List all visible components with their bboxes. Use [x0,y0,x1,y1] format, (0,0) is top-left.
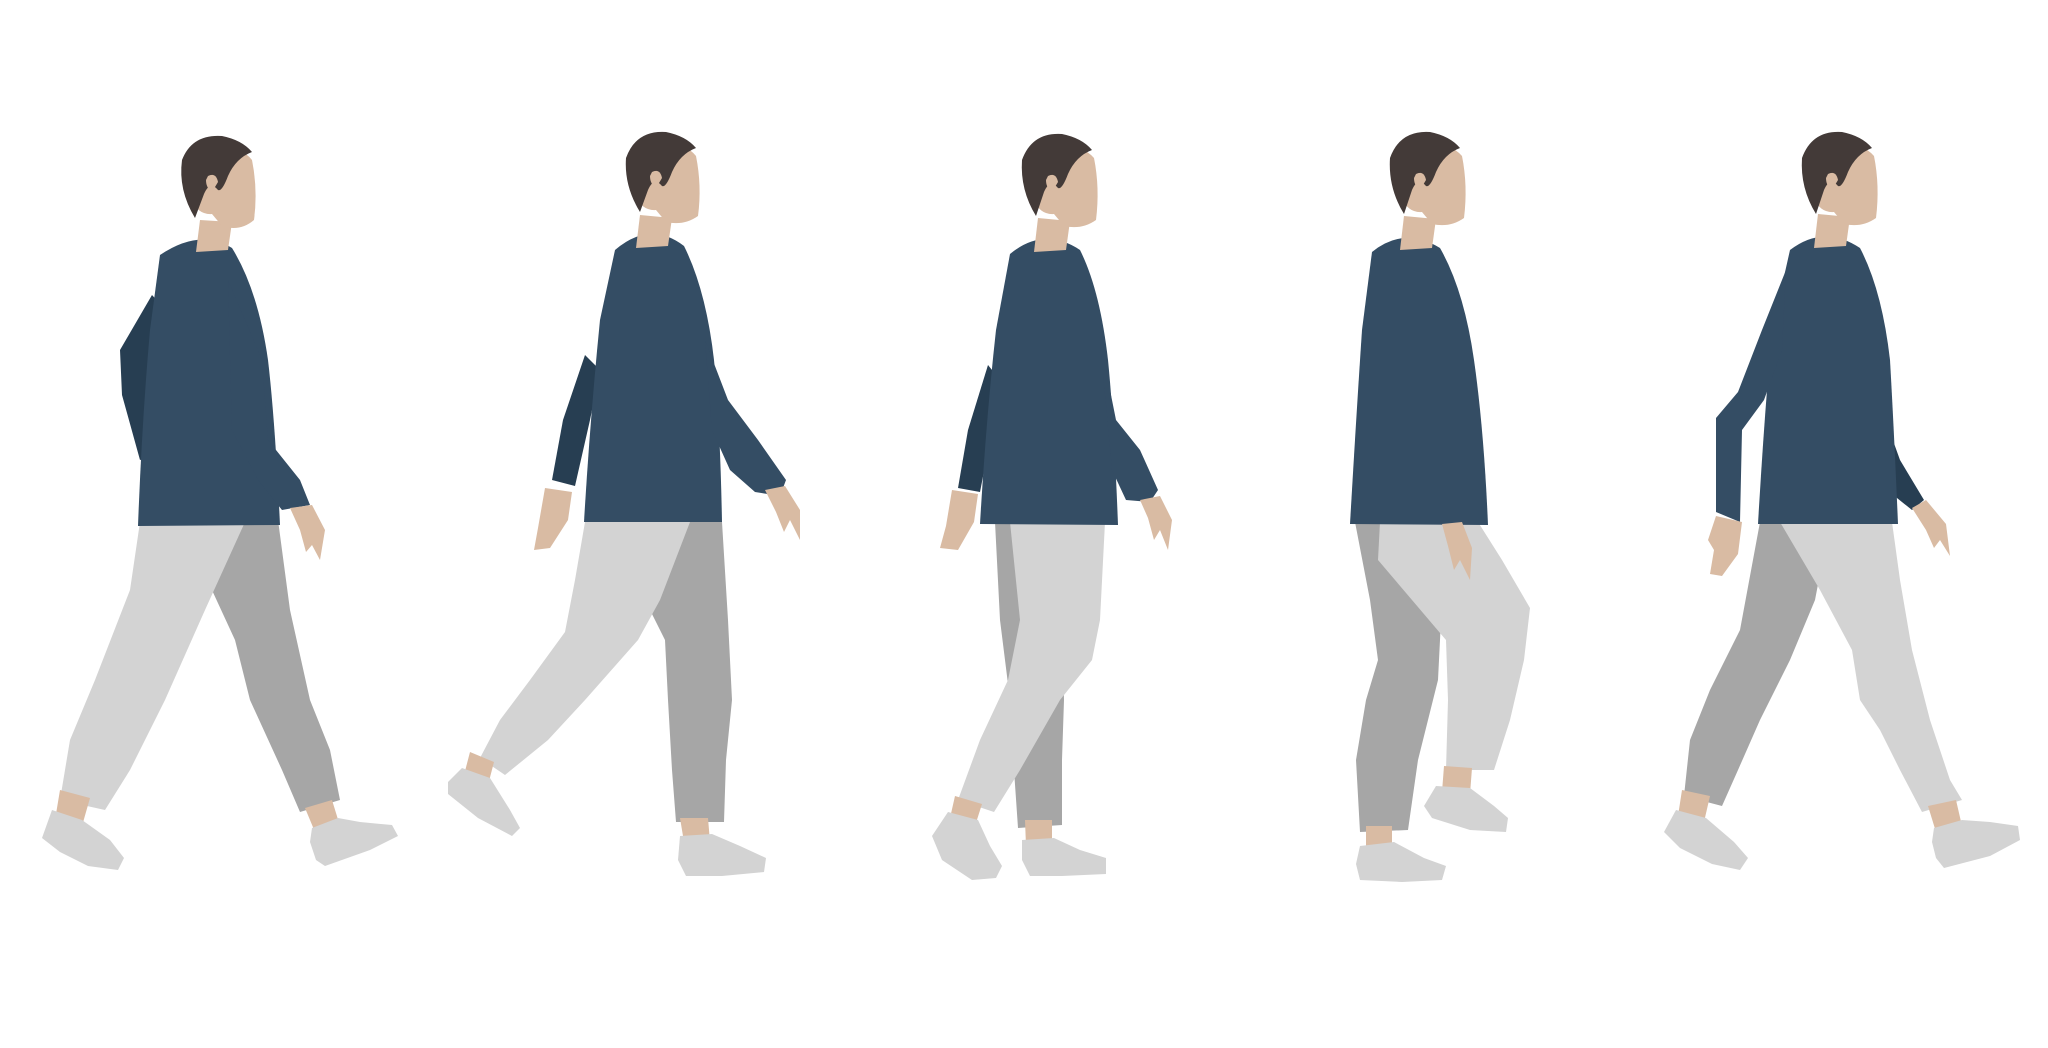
front-leg [958,522,1105,812]
neck [1814,214,1850,248]
back-hand [1912,500,1950,556]
back-shoe [678,834,766,876]
neck [1034,218,1070,252]
neck [636,215,672,248]
torso-shirt [584,233,722,522]
walk-frame-2 [448,131,800,876]
front-shoe [932,812,1002,880]
torso-shirt [138,239,280,526]
hair [1389,131,1460,214]
front-shoe [42,810,124,870]
neck [1400,216,1436,250]
walk-frame-5 [1664,131,2020,870]
walk-frame-4 [1350,131,1530,882]
ear [1046,174,1058,192]
front-shoe [448,768,520,836]
front-leg [60,522,245,810]
neck [196,220,232,252]
back-shoe [1022,838,1106,876]
front-arm-sleeve [705,340,786,496]
back-shoe [310,818,398,866]
hair [181,135,252,218]
front-leg [1780,522,1962,812]
front-hand [1442,522,1472,580]
back-shoe [1356,842,1446,882]
ear [650,170,662,188]
ear [1414,172,1426,190]
front-hand [1140,496,1172,550]
hair [1801,131,1872,214]
front-arm-sleeve [1100,340,1158,502]
torso-shirt [980,238,1118,525]
front-leg [480,522,690,775]
front-arm-sleeve [1716,270,1786,522]
hair [1021,133,1092,216]
walk-frame-3 [932,133,1172,880]
torso-shirt [1350,237,1488,525]
front-arm-sleeve [228,280,310,510]
front-hand [290,505,325,560]
walk-frame-1 [42,135,398,870]
front-shoe [1424,786,1508,832]
back-leg [1684,522,1830,806]
front-hand [765,486,800,540]
hair [625,131,696,212]
back-hand [534,488,572,550]
front-shoe [1932,820,2020,868]
front-hand [1708,516,1742,576]
torso-shirt [1758,236,1898,525]
ear [206,174,218,192]
back-arm [552,355,600,486]
ear [1826,172,1838,190]
back-shoe [1664,810,1748,870]
front-leg [1378,522,1530,770]
back-hand [940,490,978,550]
back-leg [205,520,340,812]
